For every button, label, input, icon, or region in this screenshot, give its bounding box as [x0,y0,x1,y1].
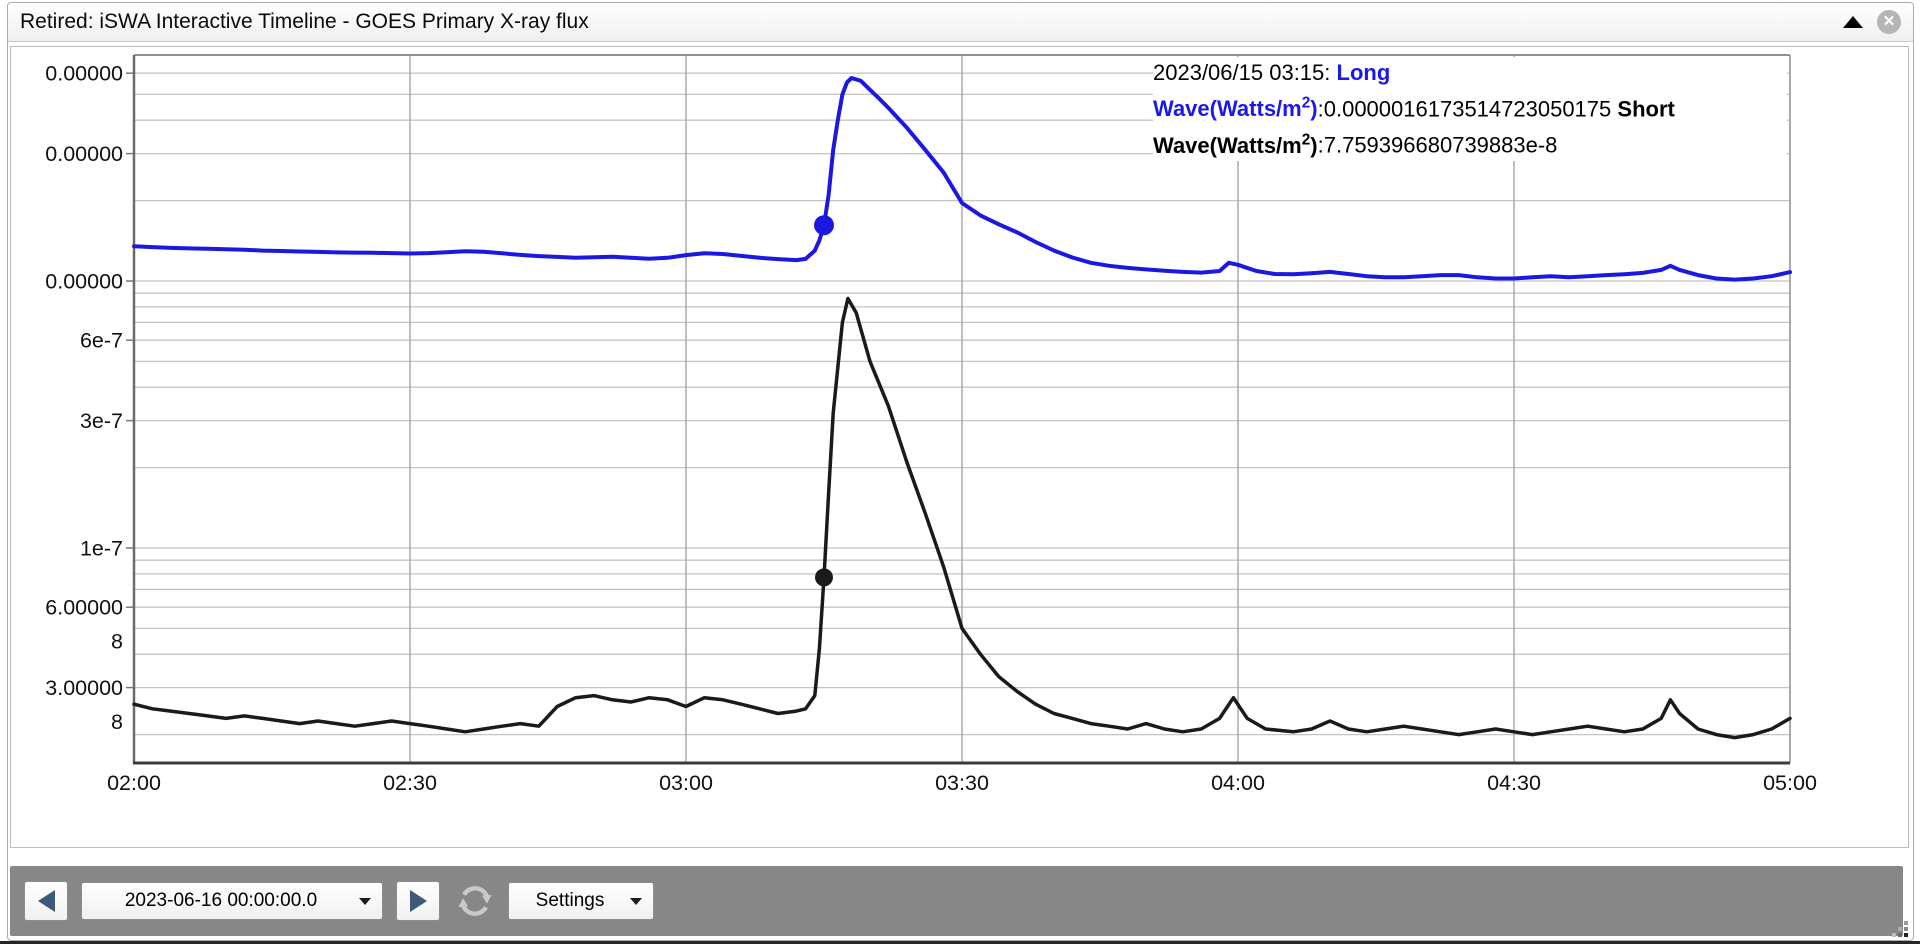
refresh-icon [458,886,492,916]
next-button-wrap [396,881,440,921]
y-tick-label: 3.00000 [45,676,123,700]
tooltip-longwave-label-word1: Long [1336,60,1391,85]
x-tick-label: 02:30 [383,771,437,795]
tooltip-longwave-value: :0.0000016173514723050175 [1317,96,1612,122]
prev-arrow-icon [37,890,55,912]
settings-select[interactable]: Settings [508,882,654,920]
tooltip-shortwave-label-word1: Short [1617,96,1675,122]
date-select-value: 2023-06-16 00:00:00.0 [124,890,318,911]
prev-interval-button[interactable] [24,881,68,921]
page-bottom-edge [0,941,1920,944]
longwave-series-line[interactable] [132,76,1792,282]
x-tick-label: 02:00 [107,771,161,795]
titlebar[interactable]: Retired: iSWA Interactive Timeline - GOE… [8,3,1913,42]
tooltip-shortwave-value: :7.759396680739883e-8 [1317,132,1558,158]
chart-tooltip: 2023/06/15 03:15: Long Wave(Watts/m2):0.… [1153,57,1787,161]
y-tick-label: 0.00000 [45,62,123,86]
x-tick-label: 04:00 [1211,771,1265,795]
y-tick-label: 6e-7 [80,329,123,353]
y-tick-label: 3e-7 [80,409,123,433]
x-tick-label: 03:30 [935,771,989,795]
settings-select-label: Settings [535,890,605,911]
chart-panel[interactable]: 0.00000 0.00000 0.00000 6e-7 3e-7 1e-7 6.00000… [10,46,1909,848]
y-tick-label: 0.00000 [45,270,123,294]
x-tick-label: 03:00 [659,771,713,795]
resize-grip-icon [1892,921,1908,937]
tooltip-shortwave-label: Wave(Watts/m2) [1153,131,1318,158]
y-tick-label: 8 [111,630,123,654]
next-arrow-icon [409,890,427,912]
caret-down-icon [630,898,642,905]
next-interval-button[interactable] [396,881,440,921]
collapse-button[interactable] [1843,16,1863,30]
close-button[interactable]: ✕ [1877,10,1901,34]
resize-grip[interactable] [1892,921,1910,939]
iswa-timeline-window: Retired: iSWA Interactive Timeline - GOE… [7,2,1914,941]
window-title: Retired: iSWA Interactive Timeline - GOE… [20,10,589,33]
y-tick-label: 6.00000 [45,596,123,620]
x-tick-label: 04:30 [1487,771,1541,795]
y-tick-label: 0.00000 [45,142,123,166]
tooltip-timestamp: 2023/06/15 03:15: [1153,60,1331,85]
close-icon: ✕ [1882,13,1896,30]
collapse-up-icon [1843,16,1863,28]
x-tick-label: 05:00 [1763,771,1817,795]
y-tick-label: 1e-7 [80,537,123,561]
longwave-marker-dot[interactable] [814,215,834,236]
y-tick-label: 8 [111,710,123,734]
refresh-button[interactable] [456,882,494,920]
shortwave-series-line[interactable] [132,296,1792,740]
x-gridlines [409,55,1791,763]
timeline-toolbar: 2023-06-16 00:00:00.0 Settings [10,866,1903,936]
tooltip-longwave-label: Wave(Watts/m2) [1153,95,1318,122]
caret-down-icon [359,898,371,905]
date-select[interactable]: 2023-06-16 00:00:00.0 [81,882,383,920]
xray-flux-chart[interactable]: 0.00000 0.00000 0.00000 6e-7 3e-7 1e-7 6.00000… [11,47,1908,847]
shortwave-marker-dot[interactable] [815,568,833,587]
